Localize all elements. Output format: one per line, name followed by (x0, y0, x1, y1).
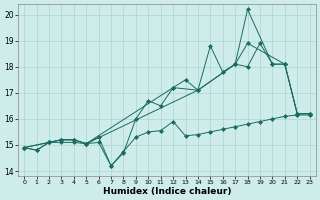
X-axis label: Humidex (Indice chaleur): Humidex (Indice chaleur) (103, 187, 231, 196)
